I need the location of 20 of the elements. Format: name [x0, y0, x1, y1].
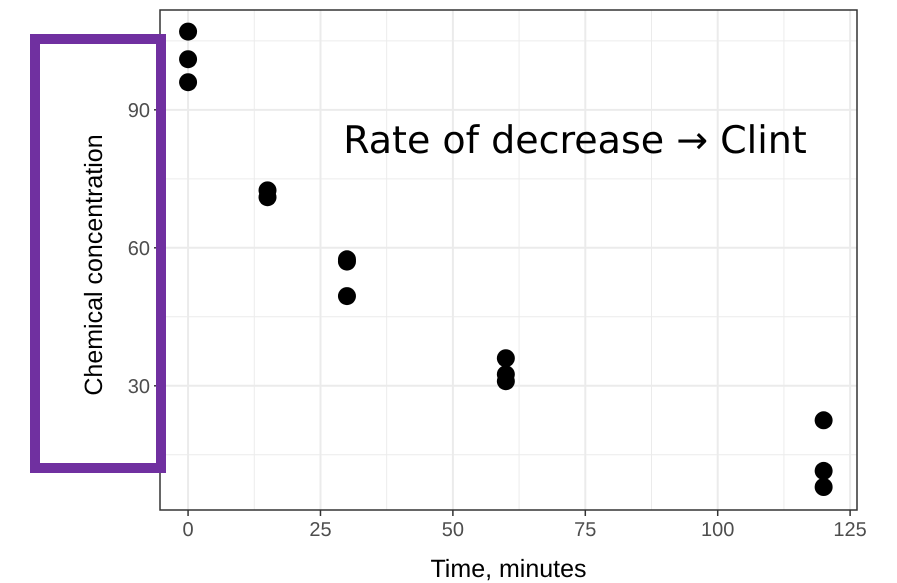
annotation: Rate of decrease → Clint	[343, 118, 807, 162]
y-tick-label: 90	[128, 100, 150, 122]
x-tick-label: 50	[442, 519, 464, 541]
point	[814, 462, 833, 480]
point	[496, 349, 515, 368]
x-tick-label: 125	[833, 519, 867, 541]
x-tick-label: 100	[701, 519, 734, 541]
y-tick-label: 30	[128, 376, 150, 398]
x-tick-label: 0	[182, 519, 194, 541]
x-tick-label: 25	[309, 519, 332, 541]
point	[179, 22, 198, 41]
point	[814, 411, 833, 430]
point	[179, 50, 198, 68]
point	[179, 73, 198, 92]
point	[814, 478, 833, 496]
x-tick-label: 75	[574, 519, 596, 541]
y-tick-label: 60	[128, 238, 150, 260]
point	[338, 287, 356, 306]
x-axis-title: Time, minutes	[430, 555, 587, 583]
y-axis-title: Chemical concentration	[80, 134, 108, 396]
